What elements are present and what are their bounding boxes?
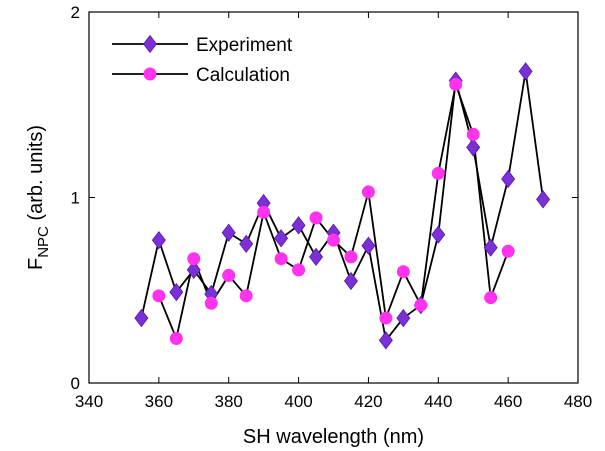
x-tick-label: 480	[564, 392, 592, 411]
data-point-experiment	[186, 260, 201, 280]
legend-marker	[143, 67, 157, 81]
data-point-experiment	[169, 282, 184, 302]
data-point-calculation	[152, 289, 166, 303]
data-point-experiment	[536, 190, 551, 209]
series-markers-experiment	[134, 62, 551, 350]
data-point-experiment	[361, 236, 376, 255]
series-experiment	[140, 70, 544, 342]
data-point-experiment	[309, 247, 324, 267]
data-point-experiment	[396, 308, 411, 328]
x-tick-label: 380	[215, 392, 243, 411]
data-point-calculation	[414, 298, 428, 312]
x-axis-label: SH wavelength (nm)	[243, 426, 424, 448]
x-tick-label: 340	[75, 392, 103, 411]
data-point-experiment	[518, 62, 533, 81]
data-point-calculation	[292, 263, 306, 277]
data-point-calculation	[484, 291, 498, 305]
y-tick-label: 1	[71, 189, 80, 208]
legend-label: Calculation	[196, 65, 290, 86]
axis-ticks: 340 360 380 400 420 440 460 480 0 1 2	[71, 3, 593, 411]
data-point-calculation	[169, 331, 183, 345]
data-point-experiment	[483, 238, 498, 257]
plot-frame	[88, 11, 579, 384]
data-point-calculation	[327, 233, 340, 247]
plot-area-border	[88, 11, 579, 384]
data-point-experiment	[239, 234, 254, 254]
legend-item-calculation: Calculation	[112, 65, 290, 86]
series-markers-calculation	[152, 77, 515, 345]
data-point-calculation	[396, 265, 410, 279]
data-point-experiment	[343, 271, 358, 291]
data-point-calculation	[239, 289, 253, 303]
legend-item-experiment: Experiment	[112, 34, 293, 56]
y-axis-label: FNPC (arb. units)	[25, 125, 52, 270]
data-point-experiment	[151, 231, 166, 250]
data-point-calculation	[257, 205, 271, 219]
data-point-calculation	[361, 185, 375, 199]
legend-label: Experiment	[196, 35, 293, 56]
data-point-calculation	[379, 311, 393, 325]
y-tick-label: 0	[71, 374, 80, 393]
data-point-experiment	[501, 169, 516, 189]
x-tick-label: 360	[145, 392, 173, 411]
data-point-experiment	[378, 331, 393, 350]
x-tick-label: 440	[424, 392, 452, 411]
data-point-experiment	[221, 223, 236, 242]
data-point-calculation	[501, 244, 515, 258]
data-point-calculation	[204, 296, 218, 310]
series-line-experiment	[140, 70, 544, 342]
data-point-experiment	[466, 138, 481, 157]
data-point-experiment	[431, 225, 446, 244]
data-point-experiment	[274, 229, 289, 248]
x-tick-label: 460	[494, 392, 522, 411]
legend-marker	[142, 34, 158, 54]
data-point-experiment	[134, 308, 149, 328]
x-tick-label: 420	[354, 392, 382, 411]
data-point-calculation	[431, 166, 445, 180]
legend: Experiment Calculation	[112, 34, 293, 86]
data-point-experiment	[291, 216, 306, 235]
data-point-calculation	[187, 252, 201, 266]
data-point-calculation	[449, 77, 463, 91]
y-tick-label: 2	[71, 3, 80, 22]
data-point-calculation	[466, 127, 480, 141]
series-layer	[134, 62, 551, 350]
data-point-calculation	[309, 211, 323, 225]
data-point-calculation	[344, 250, 358, 264]
data-point-calculation	[222, 268, 236, 282]
data-point-calculation	[274, 252, 288, 266]
x-tick-label: 400	[284, 392, 312, 411]
